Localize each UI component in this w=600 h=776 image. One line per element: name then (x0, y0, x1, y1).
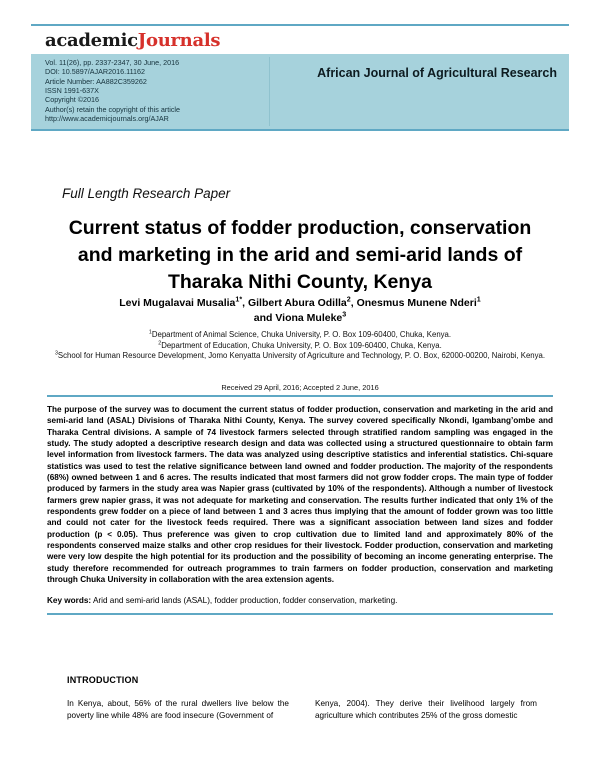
metadata-url[interactable]: http://www.academicjournals.org/AJAR (45, 114, 169, 124)
journal-title: African Journal of Agricultural Research (317, 65, 557, 80)
masthead-meta-band: Vol. 11(26), pp. 2337-2347, 30 June, 201… (31, 53, 569, 131)
masthead-top-rule (31, 24, 569, 26)
author-sup-2: 2 (346, 295, 351, 304)
journal-title-block: African Journal of Agricultural Research (270, 54, 569, 129)
masthead-vertical-divider (269, 56, 270, 126)
author-list: Levi Mugalavai Musalia1*, Gilbert Abura … (50, 296, 550, 326)
affiliation-3: 3School for Human Resource Development, … (38, 351, 562, 362)
keywords-label: Key words: (47, 595, 92, 605)
logo-text-academic: academic (45, 30, 138, 51)
article-type-label: Full Length Research Paper (62, 186, 231, 201)
abstract-bottom-rule (47, 613, 553, 615)
affiliation-2: 2Department of Education, Chuka Universi… (38, 340, 562, 352)
abstract-top-rule (47, 395, 553, 397)
journal-masthead: academicJournals Vol. 11(26), pp. 2337-2… (31, 24, 569, 131)
body-columns: In Kenya, about, 56% of the rural dwelle… (67, 698, 537, 721)
metadata-doi: DOI: 10.5897/AJAR2016.11162 (45, 67, 146, 77)
author-name-4: and Viona Muleke (253, 312, 343, 324)
body-column-left: In Kenya, about, 56% of the rural dwelle… (67, 699, 289, 720)
affiliation-marker-3: 3 (54, 350, 58, 357)
metadata-rights: Author(s) retain the copyright of this a… (45, 104, 181, 114)
metadata-volume: Vol. 11(26), pp. 2337-2347, 30 June, 201… (45, 57, 180, 67)
affiliation-text-3: School for Human Resource Development, J… (57, 351, 546, 361)
author-sup-3: 1 (476, 295, 481, 304)
affiliation-text-2: Department of Education, Chuka Universit… (161, 340, 442, 350)
keywords-line: Key words: Arid and semi-arid lands (ASA… (47, 592, 553, 614)
author-name-3: , Onesmus Munene Nderi (350, 297, 477, 309)
author-name-1: Levi Mugalavai Musalia (119, 297, 236, 309)
author-sup-4: 3 (342, 310, 347, 319)
logo-text: academicJournals (45, 31, 569, 51)
metadata-article-number: Article Number: AA882C359262 (45, 76, 147, 86)
affiliation-marker-2: 2 (158, 340, 162, 346)
publisher-logo: academicJournals (31, 26, 569, 54)
affiliation-list: 1Department of Animal Science, Chuka Uni… (38, 330, 562, 362)
section-heading-introduction: INTRODUCTION (67, 675, 139, 685)
author-name-2: , Gilbert Abura Odilla (242, 297, 347, 309)
received-accepted-dates: Received 29 April, 2016; Accepted 2 June… (221, 383, 379, 392)
author-sup-1: 1* (235, 295, 243, 304)
logo-text-journals: Journals (137, 30, 221, 51)
abstract-text: The purpose of the survey was to documen… (47, 405, 553, 585)
page-title: Current status of fodder production, con… (68, 217, 532, 293)
metadata-copyright: Copyright ©2016 (45, 95, 100, 105)
metadata-issn: ISSN 1991-637X (45, 86, 99, 96)
body-column-right: Kenya, 2004). They derive their liveliho… (315, 699, 537, 720)
affiliation-text-1: Department of Animal Science, Chuka Univ… (151, 330, 452, 339)
affiliation-marker-1: 1 (148, 329, 152, 336)
affiliation-1: 1Department of Animal Science, Chuka Uni… (38, 330, 562, 341)
abstract-section: The purpose of the survey was to documen… (47, 395, 553, 615)
article-metadata-block: Vol. 11(26), pp. 2337-2347, 30 June, 201… (31, 54, 269, 129)
keywords-value: Arid and semi-arid lands (ASAL), fodder … (92, 595, 398, 605)
